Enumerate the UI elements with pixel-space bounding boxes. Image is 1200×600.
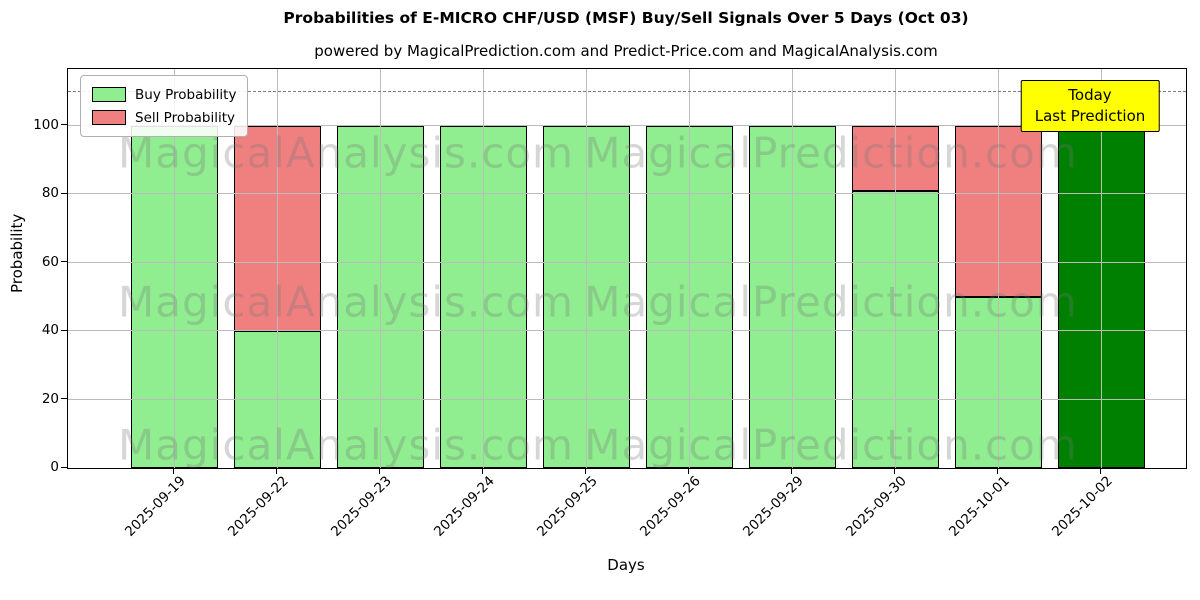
buy-color-swatch bbox=[92, 87, 126, 102]
x-tick-label: 2025-09-24 bbox=[430, 473, 498, 540]
y-tick-label: 80 bbox=[41, 185, 59, 202]
plot-area: MagicalAnalysis.com MagicalPrediction.com… bbox=[67, 68, 1187, 470]
y-tick-label: 20 bbox=[41, 390, 59, 407]
horizontal-gridline bbox=[68, 193, 1186, 195]
x-tick-label: 2025-09-19 bbox=[121, 473, 189, 540]
x-axis-label: Days bbox=[607, 556, 645, 574]
vertical-gridline bbox=[689, 69, 690, 468]
x-tick-mark bbox=[996, 468, 998, 474]
y-tick-mark bbox=[61, 466, 67, 468]
watermark-text: MagicalPrediction.com bbox=[584, 277, 1078, 327]
chart-title: Probabilities of E-MICRO CHF/USD (MSF) B… bbox=[283, 9, 969, 27]
y-tick-label: 100 bbox=[33, 116, 59, 133]
y-tick-label: 0 bbox=[50, 459, 59, 475]
legend: Buy Probability Sell Probability bbox=[80, 75, 249, 137]
vertical-gridline bbox=[380, 69, 381, 468]
x-tick-mark bbox=[584, 468, 586, 474]
y-tick-mark bbox=[61, 124, 67, 126]
legend-item-buy: Buy Probability bbox=[92, 83, 236, 106]
horizontal-gridline bbox=[68, 398, 1186, 400]
x-tick-label: 2025-10-02 bbox=[1048, 473, 1116, 540]
vertical-gridline bbox=[277, 69, 278, 468]
y-tick-mark bbox=[61, 261, 67, 263]
y-tick-mark bbox=[61, 192, 67, 194]
horizontal-gridline bbox=[68, 261, 1186, 263]
x-tick-label: 2025-09-25 bbox=[533, 473, 601, 540]
y-tick-label: 60 bbox=[41, 253, 59, 270]
watermark-text: MagicalAnalysis.com bbox=[118, 277, 574, 327]
horizontal-gridline bbox=[68, 330, 1186, 332]
x-tick-label: 2025-09-30 bbox=[842, 473, 910, 540]
vertical-gridline bbox=[174, 69, 175, 468]
x-tick-mark bbox=[893, 468, 895, 474]
x-tick-label: 2025-09-22 bbox=[224, 473, 292, 540]
legend-label-sell: Sell Probability bbox=[135, 109, 236, 126]
y-tick-label: 40 bbox=[41, 322, 59, 339]
vertical-gridline bbox=[998, 69, 999, 468]
today-annotation-line2: Last Prediction bbox=[1034, 107, 1146, 125]
today-annotation: Today Last Prediction bbox=[1020, 80, 1160, 132]
x-tick-mark bbox=[790, 468, 792, 474]
legend-item-sell: Sell Probability bbox=[92, 106, 236, 129]
x-tick-mark bbox=[1099, 468, 1101, 474]
x-tick-label: 2025-09-29 bbox=[739, 473, 807, 540]
threshold-dashed-line bbox=[68, 90, 1186, 92]
vertical-gridline bbox=[483, 69, 484, 468]
x-tick-label: 2025-09-26 bbox=[636, 473, 704, 540]
horizontal-gridline bbox=[68, 124, 1186, 126]
watermark-text: MagicalAnalysis.com bbox=[118, 420, 574, 470]
legend-label-buy: Buy Probability bbox=[135, 86, 237, 103]
x-tick-mark bbox=[687, 468, 689, 474]
y-tick-mark bbox=[61, 398, 67, 400]
x-tick-label: 2025-09-23 bbox=[327, 473, 395, 540]
x-tick-label: 2025-10-01 bbox=[945, 473, 1013, 540]
vertical-gridline bbox=[586, 69, 587, 468]
vertical-gridline bbox=[792, 69, 793, 468]
watermark-text: MagicalPrediction.com bbox=[584, 420, 1078, 470]
watermark-text: MagicalPrediction.com bbox=[584, 128, 1078, 178]
y-tick-mark bbox=[61, 329, 67, 331]
chart-subtitle: powered by MagicalPrediction.com and Pre… bbox=[314, 42, 938, 60]
sell-color-swatch bbox=[92, 110, 126, 125]
vertical-gridline bbox=[1101, 69, 1102, 468]
x-tick-mark bbox=[378, 468, 380, 474]
today-annotation-line1: Today bbox=[1068, 86, 1112, 104]
x-tick-mark bbox=[172, 468, 174, 474]
x-tick-mark bbox=[275, 468, 277, 474]
vertical-gridline bbox=[895, 69, 896, 468]
x-tick-mark bbox=[481, 468, 483, 474]
